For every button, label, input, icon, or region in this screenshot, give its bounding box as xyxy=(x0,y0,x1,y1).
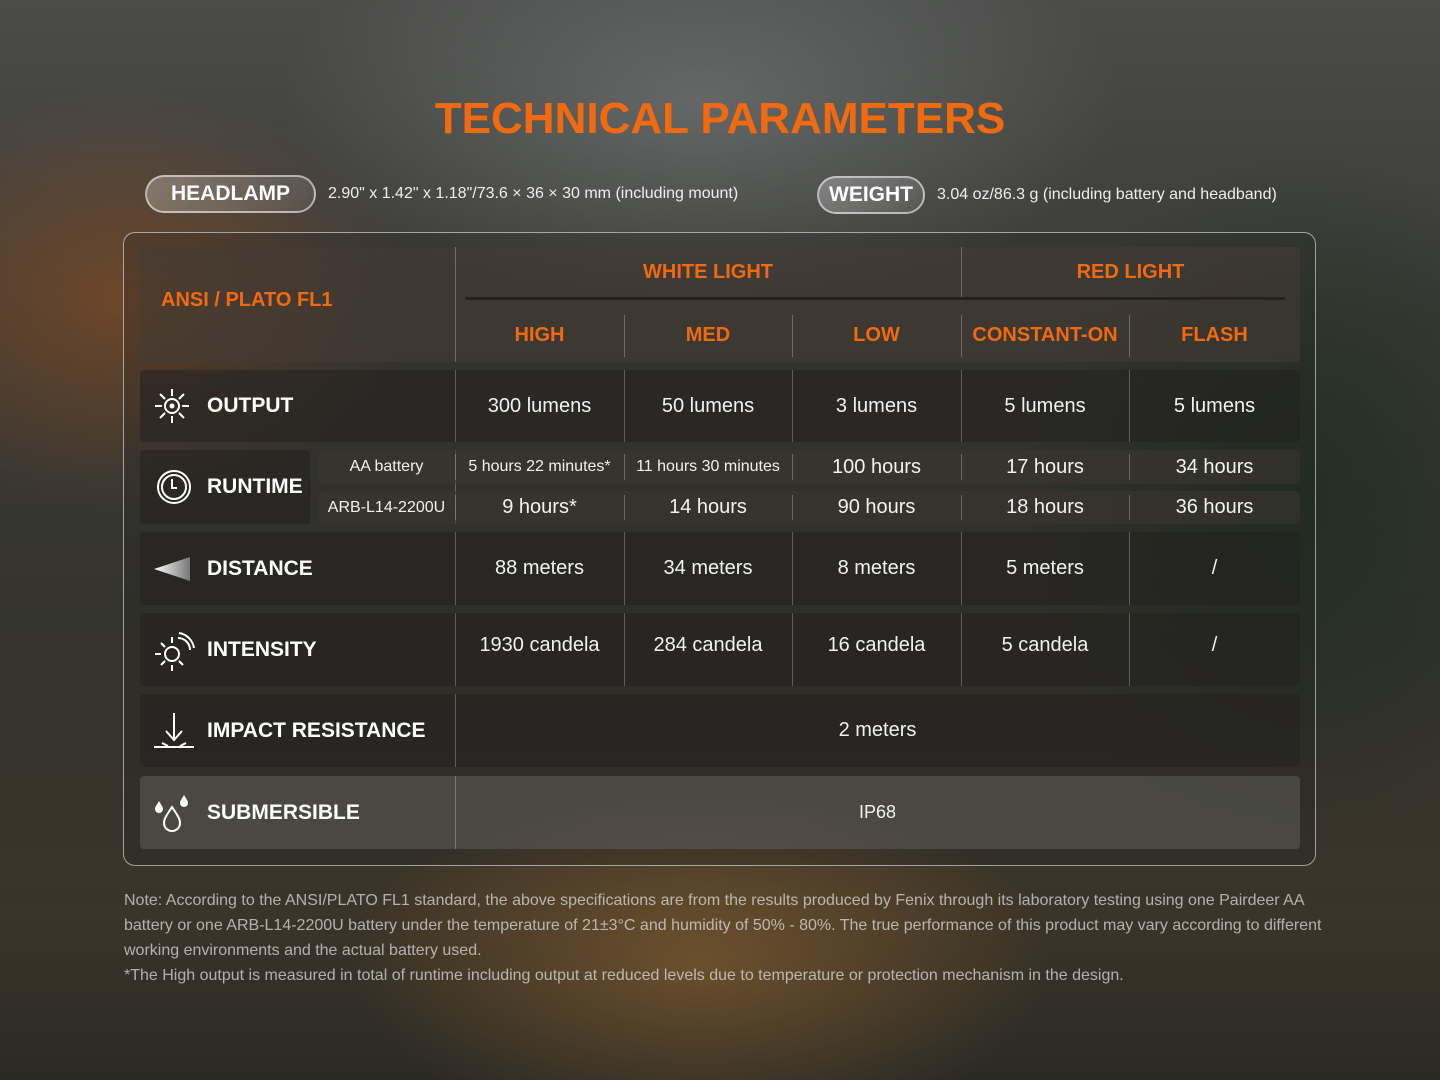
output-value-constant-on: 5 lumens xyxy=(1004,394,1086,417)
runtime-value: 11 hours 30 minutes xyxy=(636,458,780,475)
runtime-value: 5 hours 22 minutes* xyxy=(468,458,611,475)
footnotes: Note: According to the ANSI/PLATO FL1 st… xyxy=(124,888,1324,988)
runtime-value: 90 hours xyxy=(837,496,916,518)
impact-label: IMPACT RESISTANCE xyxy=(207,718,426,742)
runtime-value: 36 hours xyxy=(1175,496,1254,518)
distance-value-low: 8 meters xyxy=(837,557,916,579)
headlamp-dimensions: 2.90" x 1.42" x 1.18"/73.6 × 36 × 30 mm … xyxy=(328,185,739,202)
row-distance: DISTANCE 88 meters 34 meters 8 meters 5 mete… xyxy=(140,532,1300,605)
sun-icon xyxy=(152,386,192,426)
distance-label: DISTANCE xyxy=(207,556,313,580)
distance-value-med: 34 meters xyxy=(663,557,753,579)
group-red-light: RED LIGHT xyxy=(1076,260,1185,283)
group-white-light: WHITE LIGHT xyxy=(643,260,773,283)
mode-high: HIGH xyxy=(514,324,565,346)
standard-label: ANSI / PLATO FL1 xyxy=(161,289,333,311)
distance-value-high: 88 meters xyxy=(495,557,584,579)
battery-type: AA battery xyxy=(349,458,424,475)
distance-value-constant-on: 5 meters xyxy=(1006,557,1084,579)
note-standard: Note: According to the ANSI/PLATO FL1 st… xyxy=(124,892,1322,959)
row-impact: IMPACT RESISTANCE 2 meters xyxy=(140,694,1300,767)
mode-med: MED xyxy=(685,324,731,346)
output-value-flash: 5 lumens xyxy=(1173,394,1256,417)
intensity-label: INTENSITY xyxy=(207,637,317,661)
page-title: TECHNICAL PARAMETERS xyxy=(434,94,1006,143)
runtime-value: 14 hours xyxy=(669,496,747,518)
water-drops-icon xyxy=(152,793,192,833)
mode-low: LOW xyxy=(853,324,900,346)
output-value-low: 3 lumens xyxy=(835,394,918,417)
intensity-value-low: 16 candela xyxy=(827,634,926,656)
drop-arrow-icon xyxy=(152,711,194,751)
row-output: OUTPUT 300 lumens 50 lumens 3 lumens 5 lumen… xyxy=(140,370,1300,442)
intensity-icon xyxy=(152,630,195,671)
intensity-value-high: 1930 candela xyxy=(479,634,600,656)
weight-badge: WEIGHT xyxy=(817,176,925,214)
distance-value-flash: / xyxy=(1211,557,1218,579)
headlamp-badge: HEADLAMP xyxy=(145,175,316,213)
row-runtime: RUNTIME AA battery 5 hours 22 minutes* 11 h… xyxy=(140,450,1300,524)
runtime-label: RUNTIME xyxy=(207,475,303,498)
mode-constant-on: CONSTANT-ON xyxy=(972,324,1118,346)
intensity-value-constant-on: 5 candela xyxy=(1001,634,1089,656)
runtime-value: 9 hours* xyxy=(502,496,577,518)
weight-value: 3.04 oz/86.3 g (including battery and he… xyxy=(937,186,1277,203)
intensity-value-med: 284 candela xyxy=(653,634,763,656)
runtime-value: 34 hours xyxy=(1175,455,1254,478)
beam-icon xyxy=(152,549,192,589)
mode-flash: FLASH xyxy=(1181,324,1248,346)
row-submersible: SUBMERSIBLE IP68 xyxy=(140,776,1300,849)
battery-type: ARB-L14-2200U xyxy=(327,498,446,516)
table-header: ANSI / PLATO FL1 WHITE LIGHT RED LIGHT H… xyxy=(140,247,1300,362)
impact-value: 2 meters xyxy=(838,719,917,741)
output-label: OUTPUT xyxy=(207,394,294,417)
runtime-value: 18 hours xyxy=(1006,496,1084,518)
runtime-value: 17 hours xyxy=(1006,455,1084,478)
output-value-high: 300 lumens xyxy=(487,394,592,417)
runtime-value: 100 hours xyxy=(832,455,921,478)
output-value-med: 50 lumens xyxy=(661,394,755,417)
intensity-value-flash: / xyxy=(1211,634,1218,656)
submersible-label: SUBMERSIBLE xyxy=(207,800,360,824)
row-intensity: INTENSITY 1930 candela 284 candela 16 cande… xyxy=(140,613,1300,686)
clock-icon xyxy=(154,467,194,507)
note-high-output: *The High output is measured in total of… xyxy=(124,967,1124,984)
submersible-value: IP68 xyxy=(858,802,897,822)
